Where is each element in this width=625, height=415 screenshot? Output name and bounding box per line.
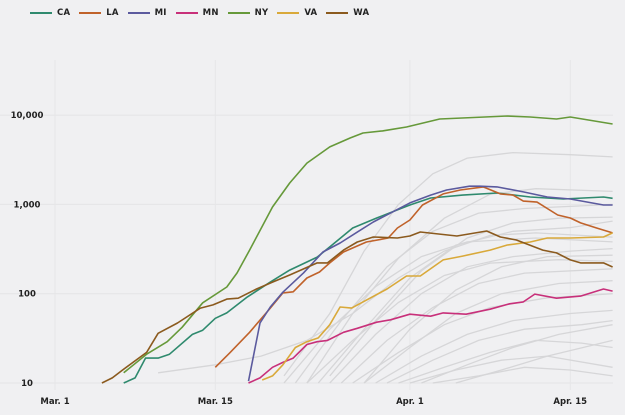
legend-label: LA [106, 8, 119, 18]
legend-label: NY [254, 8, 269, 18]
other-state-line [432, 366, 613, 384]
series-line-va [261, 232, 613, 381]
y-axis: 10 100 1,000 10,000 [11, 111, 44, 389]
legend-item-la: LA [79, 8, 118, 18]
legend-swatch [326, 12, 349, 14]
legend-swatch [30, 12, 52, 14]
legend-label: MI [154, 8, 167, 18]
other-state-line [283, 237, 613, 384]
series-line-wa [101, 230, 613, 384]
other-state-line [306, 259, 613, 384]
legend-item-wa: WA [326, 8, 369, 18]
series-line-la [214, 186, 613, 368]
highlighted-series [101, 115, 613, 384]
x-tick-label: Mar. 1 [40, 397, 69, 407]
other-state-line [455, 339, 613, 384]
series-line-ny [123, 115, 613, 374]
y-tick-label: 10 [21, 379, 33, 389]
legend-swatch [127, 12, 150, 14]
legend-label: VA [304, 8, 318, 18]
other-state-line [352, 293, 613, 384]
y-tick-label: 100 [18, 290, 36, 300]
other-state-line [329, 216, 613, 377]
other-state-line [375, 309, 613, 384]
legend-item-ny: NY [227, 8, 269, 18]
legend-label: MN [202, 8, 219, 18]
legend-swatch [227, 12, 250, 14]
legend-label: WA [353, 8, 370, 18]
legend-item-mi: MI [127, 8, 167, 18]
other-state-line [421, 324, 613, 384]
other-state-line [398, 339, 613, 384]
legend-swatch [79, 12, 102, 14]
other-state-line [340, 268, 613, 384]
other-state-line [363, 280, 613, 384]
series-line-mn [248, 288, 613, 384]
other-state-line [409, 355, 613, 384]
other-state-line [329, 247, 613, 384]
series-line-mi [247, 185, 613, 382]
legend-item-mn: MN [175, 8, 219, 18]
legend: CA LA MI MN NY VA WA [30, 6, 378, 20]
y-tick-label: 1,000 [14, 200, 41, 210]
x-tick-label: Apr. 1 [396, 397, 424, 407]
x-tick-label: Apr. 15 [553, 397, 587, 407]
legend-swatch [175, 12, 198, 14]
y-tick-label: 10,000 [11, 111, 44, 121]
grid [0, 60, 613, 390]
legend-swatch [277, 12, 300, 14]
other-state-line [283, 151, 613, 377]
x-axis: Mar. 1 Mar. 15 Apr. 1 Apr. 15 [40, 397, 587, 407]
legend-label: CA [57, 8, 71, 18]
legend-item-va: VA [277, 8, 317, 18]
other-state-line [386, 319, 613, 384]
other-state-line [363, 254, 613, 384]
other-states-lines [158, 151, 613, 384]
legend-item-ca: CA [30, 8, 70, 18]
x-tick-label: Mar. 15 [198, 397, 233, 407]
